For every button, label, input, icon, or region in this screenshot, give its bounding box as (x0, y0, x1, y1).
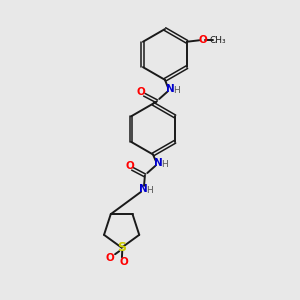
Text: O: O (125, 161, 134, 171)
Text: H: H (173, 86, 180, 95)
Text: N: N (139, 184, 148, 194)
Text: N: N (154, 158, 163, 168)
Text: O: O (119, 257, 128, 267)
Text: O: O (198, 35, 207, 45)
Text: H: H (162, 160, 168, 169)
Text: H: H (147, 186, 153, 195)
Text: N: N (166, 84, 175, 94)
Text: CH₃: CH₃ (209, 36, 226, 45)
Text: O: O (137, 87, 146, 98)
Text: O: O (105, 253, 114, 263)
Text: S: S (117, 241, 126, 254)
